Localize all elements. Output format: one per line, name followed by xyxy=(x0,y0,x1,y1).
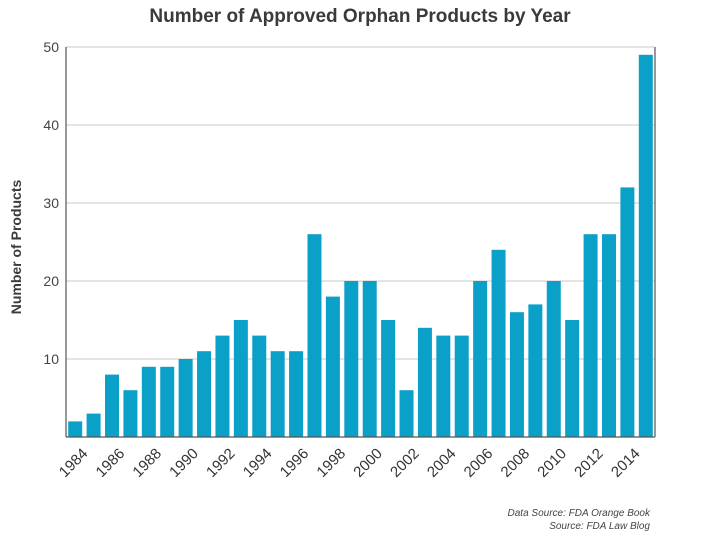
x-tick-label-1998: 1998 xyxy=(313,445,349,481)
bar-7 xyxy=(197,351,212,437)
bar-3 xyxy=(123,390,138,437)
y-tick-label-20: 20 xyxy=(43,273,59,289)
bar-8 xyxy=(215,335,230,437)
bar-11 xyxy=(270,351,285,437)
x-tick-label-1996: 1996 xyxy=(277,445,313,481)
bars xyxy=(68,54,653,438)
x-tick-label-2012: 2012 xyxy=(571,445,607,481)
bar-18 xyxy=(399,390,414,437)
bar-23 xyxy=(491,249,506,437)
x-tick-label-1986: 1986 xyxy=(93,445,129,481)
y-tick-labels: 10 20 30 40 50 xyxy=(43,39,59,367)
data-source-text: Data Source: FDA Orange Book xyxy=(507,508,650,519)
x-tick-label-1990: 1990 xyxy=(166,445,202,481)
bar-12 xyxy=(289,351,304,437)
x-tick-label-2006: 2006 xyxy=(461,445,497,481)
bar-5 xyxy=(160,366,175,437)
x-tick-label-2002: 2002 xyxy=(387,445,423,481)
y-tick-label-40: 40 xyxy=(43,117,59,133)
bar-14 xyxy=(325,296,340,437)
bar-2 xyxy=(105,374,120,437)
y-axis-label: Number of Products xyxy=(8,180,24,315)
x-tick-label-2014: 2014 xyxy=(608,445,644,481)
x-tick-label-1984: 1984 xyxy=(56,445,92,481)
bar-24 xyxy=(509,312,524,437)
x-tick-label-2004: 2004 xyxy=(424,445,460,481)
bar-0 xyxy=(68,421,83,437)
y-tick-label-50: 50 xyxy=(43,39,59,55)
source-notes: Data Source: FDA Orange Book Source: FDA… xyxy=(508,507,650,533)
bar-17 xyxy=(381,320,396,437)
bar-26 xyxy=(546,281,561,437)
bar-9 xyxy=(233,320,248,437)
x-tick-labels: 1984 1986 1988 1990 1992 1994 1996 1998 2000 2002… xyxy=(56,445,644,481)
bar-16 xyxy=(362,281,377,437)
bar-30 xyxy=(620,187,635,437)
y-tick-label-10: 10 xyxy=(43,351,59,367)
bar-25 xyxy=(528,304,543,437)
x-tick-label-2008: 2008 xyxy=(498,445,534,481)
x-tick-label-2000: 2000 xyxy=(350,445,386,481)
bar-19 xyxy=(417,327,432,437)
bar-21 xyxy=(454,335,469,437)
bar-10 xyxy=(252,335,267,437)
bar-22 xyxy=(473,281,488,437)
bar-28 xyxy=(583,234,598,437)
bar-31 xyxy=(638,54,653,438)
x-tick-label-2010: 2010 xyxy=(534,445,570,481)
bar-15 xyxy=(344,281,359,437)
bar-29 xyxy=(601,234,616,437)
chart-title: Number of Approved Orphan Products by Ye… xyxy=(149,6,571,27)
x-tick-label-1988: 1988 xyxy=(129,445,165,481)
axes xyxy=(65,47,656,438)
x-tick-label-1992: 1992 xyxy=(203,445,239,481)
bar-20 xyxy=(436,335,451,437)
bar-13 xyxy=(307,234,322,437)
grid-lines xyxy=(66,46,655,360)
y-tick-label-30: 30 xyxy=(43,195,59,211)
bar-27 xyxy=(565,320,580,437)
x-tick-label-1994: 1994 xyxy=(240,445,276,481)
source-text: Source: FDA Law Blog xyxy=(549,521,650,532)
bar-4 xyxy=(141,366,156,437)
bar-6 xyxy=(178,359,193,437)
bar-1 xyxy=(86,413,101,437)
